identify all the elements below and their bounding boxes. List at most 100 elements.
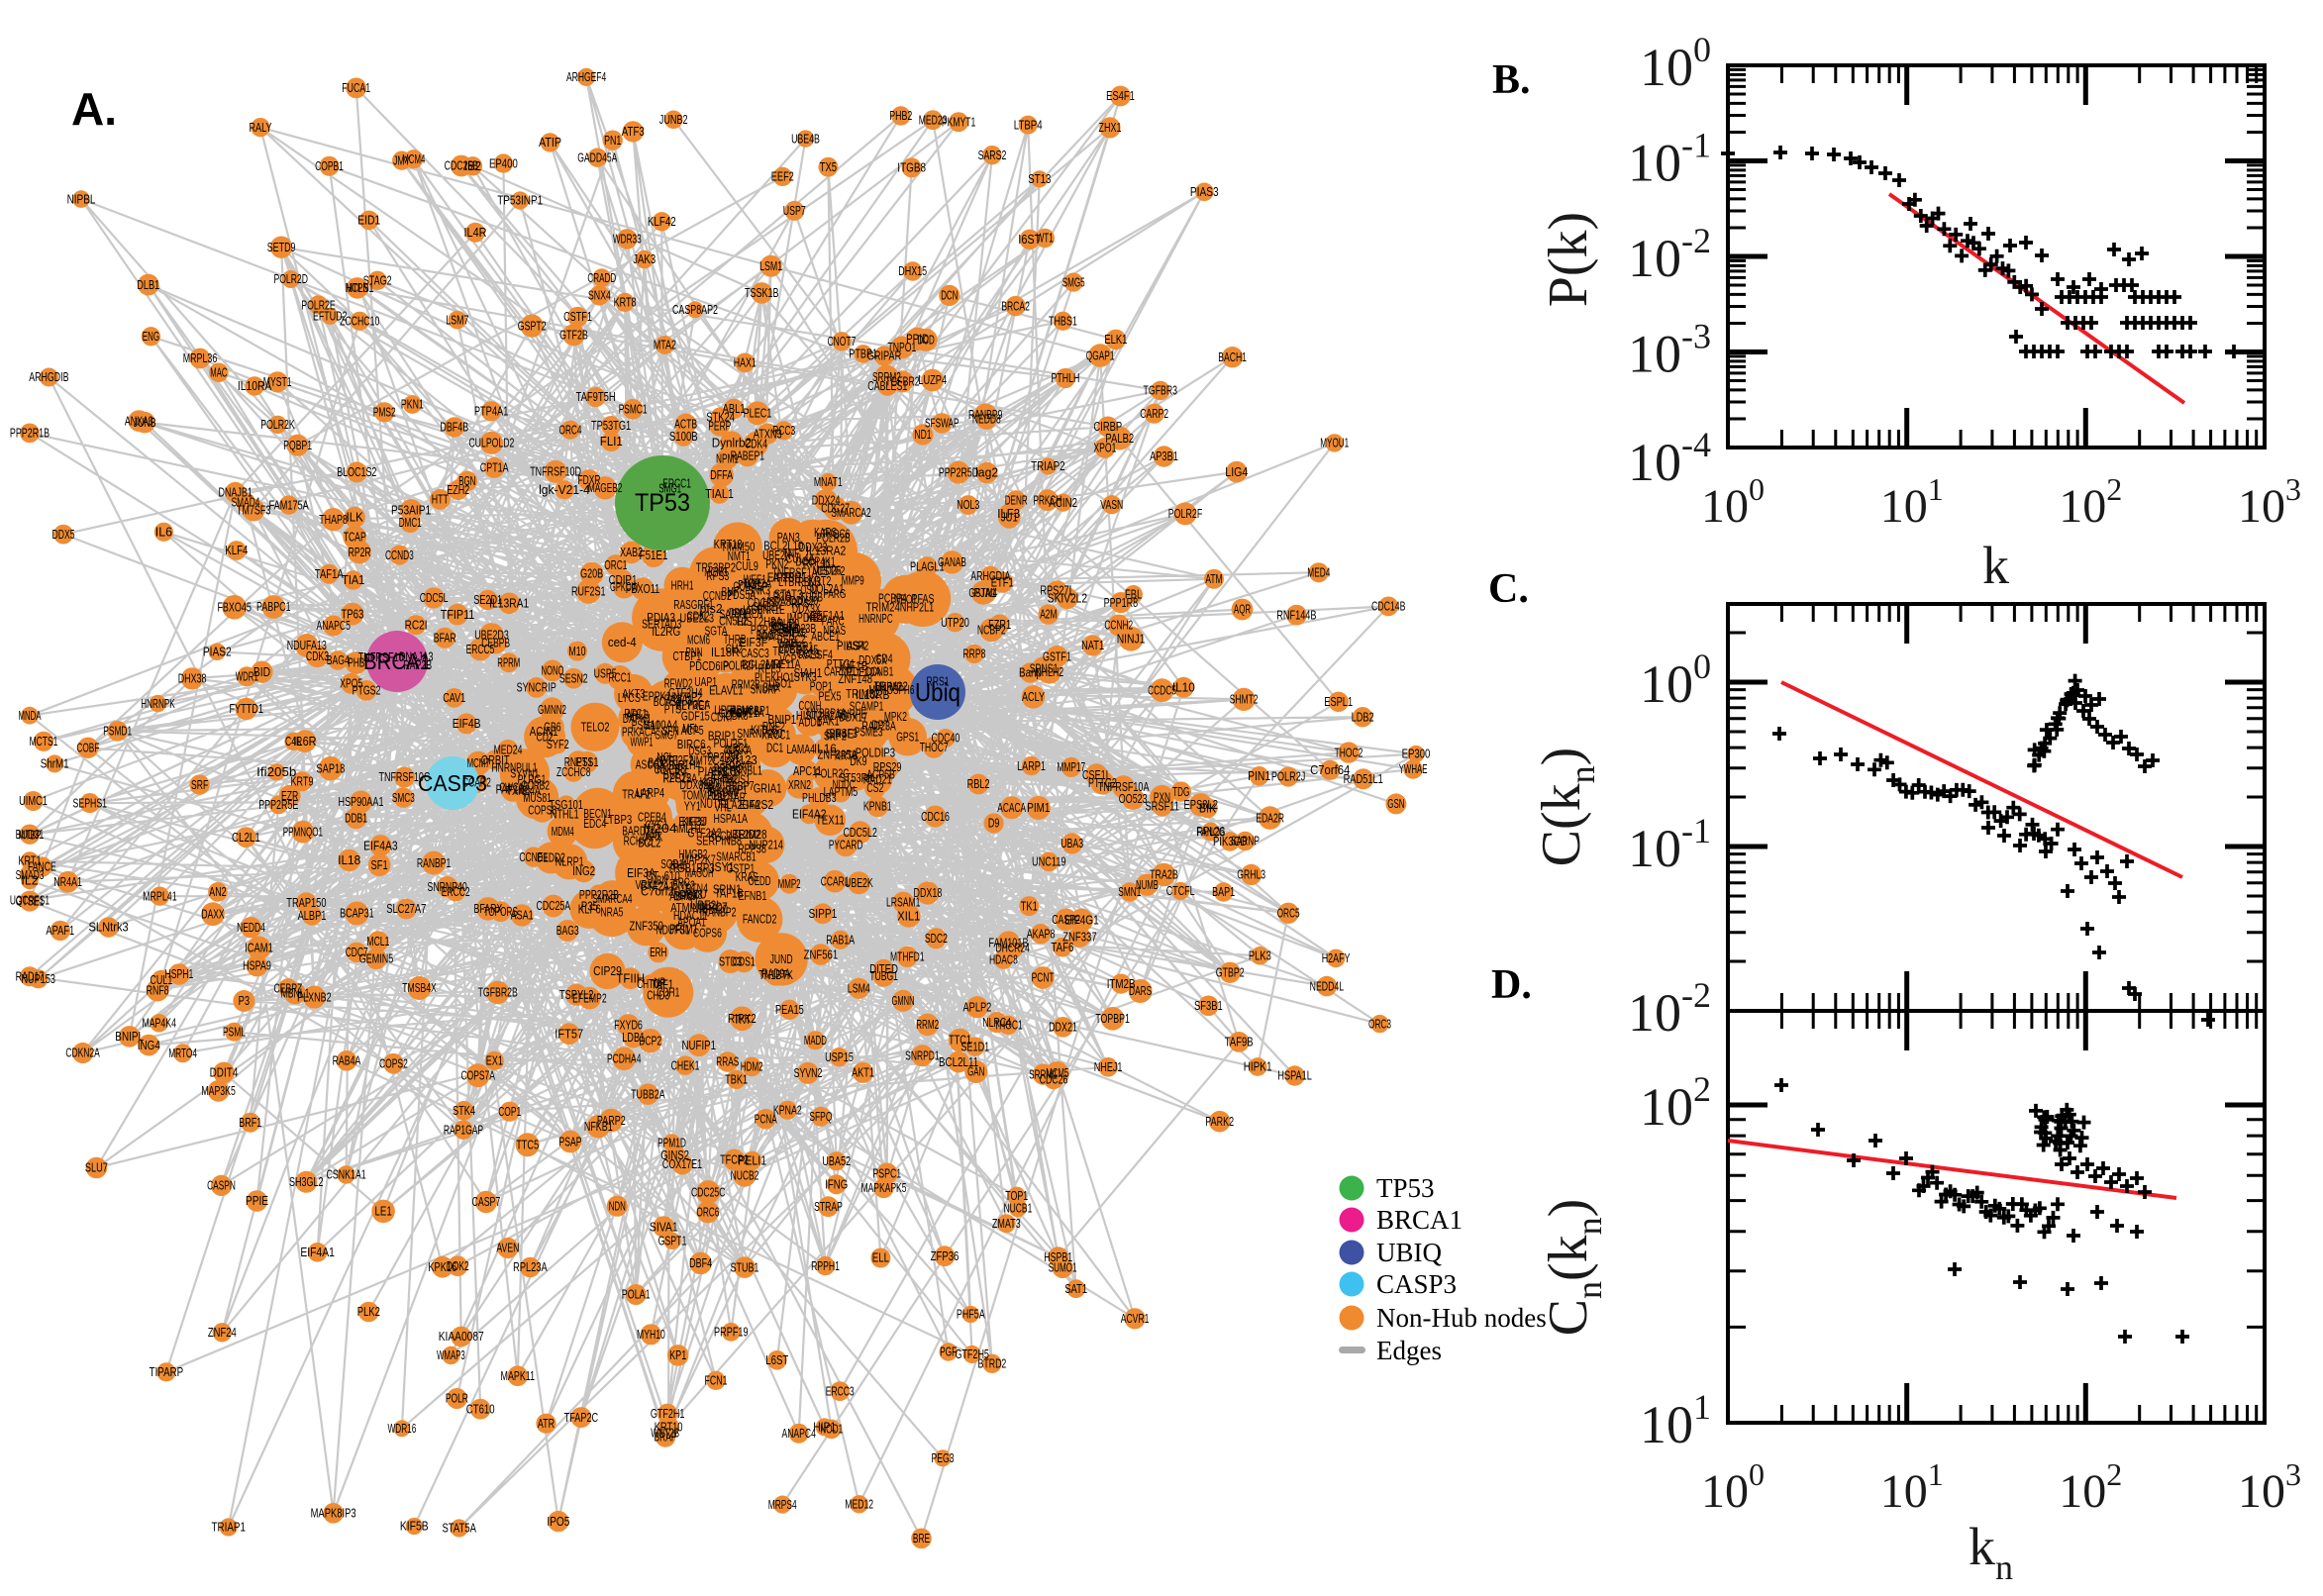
svg-text:JUNB2: JUNB2 [659, 112, 688, 127]
svg-text:DDX5X: DDX5X [858, 652, 887, 667]
svg-text:TNFRSF10D: TNFRSF10D [530, 464, 581, 479]
svg-text:CCND3: CCND3 [385, 548, 414, 562]
svg-text:FAM175A: FAM175A [269, 497, 309, 512]
svg-text:OSM: OSM [801, 582, 818, 597]
svg-text:PQBP1: PQBP1 [283, 438, 312, 452]
svg-text:RNF144B: RNF144B [1276, 607, 1316, 622]
svg-text:IOA: IOA [758, 629, 775, 644]
svg-text:CARM1: CARM1 [824, 664, 853, 679]
svg-text:MCTS1: MCTS1 [30, 734, 58, 748]
svg-text:ITGB8: ITGB8 [897, 160, 926, 175]
svg-text:A2M: A2M [1040, 607, 1057, 622]
svg-text:NRA5: NRA5 [600, 904, 623, 919]
svg-text:SYVN1: SYVN1 [511, 766, 540, 781]
svg-text:YY1: YY1 [684, 799, 701, 814]
svg-text:C(kn): C(kn) [1531, 748, 1602, 867]
svg-text:KRT5: KRT5 [835, 748, 858, 763]
svg-text:VRK1: VRK1 [636, 877, 658, 892]
svg-text:DDX5: DDX5 [52, 527, 75, 542]
svg-text:UTP20: UTP20 [941, 615, 969, 630]
svg-text:SAP18: SAP18 [317, 760, 346, 775]
svg-text:CEBPZ: CEBPZ [274, 980, 303, 995]
svg-text:PEG3: PEG3 [932, 1450, 955, 1465]
svg-text:SESN1: SESN1 [771, 622, 800, 637]
svg-text:RSRC2: RSRC2 [777, 632, 806, 647]
svg-text:DNAJB1: DNAJB1 [218, 485, 252, 500]
svg-text:POLR2D: POLR2D [273, 271, 308, 286]
svg-text:PSAP: PSAP [559, 1134, 582, 1148]
svg-text:PFAS: PFAS [912, 591, 935, 606]
svg-text:NEDD4L: NEDD4L [1310, 978, 1345, 993]
svg-text:HNRNPK: HNRNPK [141, 696, 175, 711]
svg-text:PIAS3: PIAS3 [1190, 184, 1219, 199]
svg-text:EIF2S2: EIF2S2 [740, 797, 774, 812]
svg-text:DITED: DITED [869, 961, 898, 976]
svg-text:IL13RA2: IL13RA2 [806, 544, 846, 558]
svg-text:VASN: VASN [1100, 497, 1123, 512]
svg-text:HIPK1: HIPK1 [1244, 1059, 1272, 1074]
svg-text:MADD: MADD [804, 1033, 827, 1047]
svg-text:ATRIP: ATRIP [772, 570, 801, 585]
svg-text:BAX: BAX [649, 755, 665, 770]
svg-text:NUDC: NUDC [833, 776, 856, 791]
svg-text:MED4: MED4 [1307, 564, 1330, 579]
svg-text:ERCC2: ERCC2 [442, 884, 470, 899]
svg-text:RALY: RALY [250, 120, 272, 135]
svg-text:PRPF19: PRPF19 [714, 1325, 749, 1340]
svg-text:TRIM24: TRIM24 [865, 599, 900, 614]
svg-text:JAK3: JAK3 [633, 251, 656, 266]
svg-text:TELO2: TELO2 [581, 720, 610, 735]
svg-text:L6ST: L6ST [765, 1352, 788, 1367]
svg-text:PLA2G4A: PLA2G4A [720, 797, 759, 812]
svg-text:Ubiq: Ubiq [915, 677, 960, 707]
svg-text:SEPHS1: SEPHS1 [73, 795, 108, 810]
svg-text:CULPOLD2: CULPOLD2 [468, 436, 514, 450]
svg-text:EID1: EID1 [357, 213, 380, 228]
svg-text:LSM4: LSM4 [848, 981, 870, 996]
svg-text:PTGS2: PTGS2 [353, 683, 381, 698]
svg-text:RAD23B: RAD23B [782, 621, 817, 636]
svg-text:RANBP1: RANBP1 [417, 855, 452, 870]
svg-text:CDC25C: CDC25C [691, 1184, 726, 1199]
svg-text:PPID: PPID [906, 332, 929, 347]
svg-text:NUFIP1: NUFIP1 [682, 1038, 717, 1052]
svg-text:BCL2L11: BCL2L11 [939, 1054, 978, 1069]
svg-text:PLXNB2: PLXNB2 [297, 989, 332, 1004]
svg-text:TAF9T5H: TAF9T5H [576, 389, 616, 404]
svg-text:GADD45A: GADD45A [577, 150, 617, 164]
svg-text:MNAT1: MNAT1 [814, 474, 843, 489]
svg-text:HNRNPC: HNRNPC [858, 611, 893, 626]
svg-text:DDX21: DDX21 [1049, 1020, 1077, 1035]
svg-text:CUL4A: CUL4A [786, 551, 815, 566]
svg-text:HSPA9: HSPA9 [243, 958, 271, 973]
svg-text:ALBP1: ALBP1 [298, 908, 327, 923]
svg-text:LAMA4: LAMA4 [786, 742, 815, 756]
svg-text:FLI1: FLI1 [600, 434, 623, 449]
svg-text:SMN1: SMN1 [1118, 884, 1141, 899]
svg-text:CASP3: CASP3 [1376, 1269, 1457, 1299]
svg-text:MRE11A: MRE11A [766, 656, 801, 671]
svg-text:NIPBL: NIPBL [67, 191, 96, 206]
svg-text:ENG: ENG [143, 329, 159, 344]
svg-text:EFTUD2: EFTUD2 [313, 309, 348, 324]
svg-text:EP300: EP300 [1402, 747, 1431, 761]
svg-text:TIMM50: TIMM50 [721, 540, 756, 554]
svg-text:ORC3: ORC3 [1368, 1016, 1391, 1031]
svg-text:ESPL1: ESPL1 [1324, 694, 1353, 709]
svg-text:BRCA1: BRCA1 [1376, 1205, 1463, 1235]
svg-text:WDR16: WDR16 [388, 1421, 417, 1436]
svg-text:ARL3: ARL3 [626, 708, 649, 723]
svg-text:SART1: SART1 [719, 606, 748, 621]
svg-text:STAG2: STAG2 [363, 273, 392, 288]
svg-text:JUNB: JUNB [134, 415, 156, 430]
svg-text:GTF2A1: GTF2A1 [640, 879, 674, 894]
svg-text:SFN: SFN [662, 723, 679, 738]
svg-text:GORASP: GORASP [733, 579, 767, 594]
svg-text:ORC1: ORC1 [604, 557, 627, 572]
svg-text:ACACA: ACACA [997, 800, 1026, 815]
svg-text:RBL2: RBL2 [967, 776, 990, 791]
svg-text:CASPN: CASPN [207, 1178, 236, 1193]
svg-text:CAV1: CAV1 [443, 690, 465, 705]
svg-text:EX1: EX1 [486, 1053, 503, 1068]
svg-text:THOC7: THOC7 [920, 740, 949, 754]
